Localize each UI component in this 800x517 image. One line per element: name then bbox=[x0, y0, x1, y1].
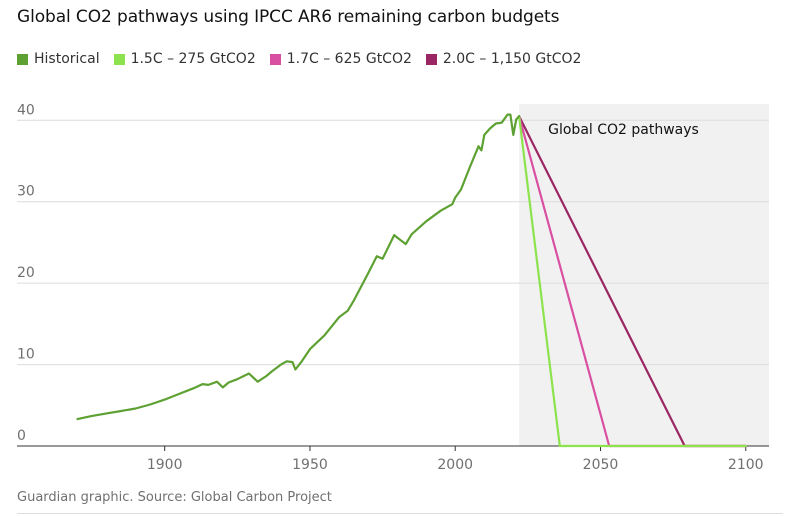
y-tick-label: 10 bbox=[17, 347, 35, 363]
y-tick-label: 20 bbox=[17, 265, 35, 281]
legend-label-1-5c: 1.5C – 275 GtCO2 bbox=[130, 51, 256, 67]
source-note: Guardian graphic. Source: Global Carbon … bbox=[17, 490, 332, 505]
legend-swatch-1-7c bbox=[269, 53, 281, 65]
chart-title: Global CO2 pathways using IPCC AR6 remai… bbox=[17, 7, 560, 27]
y-tick-label: 40 bbox=[17, 102, 35, 118]
x-tick-label: 2100 bbox=[728, 457, 764, 473]
x-tick-label: 2050 bbox=[583, 457, 619, 473]
legend-label-historical: Historical bbox=[34, 51, 100, 67]
x-tick-label: 1900 bbox=[147, 457, 183, 473]
x-tick-label: 1950 bbox=[292, 457, 328, 473]
historical-line bbox=[76, 113, 521, 421]
legend-swatch-2-0c bbox=[425, 53, 437, 65]
legend-item-1-5c: 1.5C – 275 GtCO2 bbox=[113, 51, 256, 67]
projection-region-label: Global CO2 pathways bbox=[548, 122, 699, 138]
chart-legend: Historical 1.5C – 275 GtCO2 1.7C – 625 G… bbox=[17, 49, 595, 69]
y-tick-label: 30 bbox=[17, 184, 35, 200]
legend-item-2-0c: 2.0C – 1,150 GtCO2 bbox=[425, 51, 582, 67]
legend-label-2-0c: 2.0C – 1,150 GtCO2 bbox=[442, 51, 582, 67]
legend-label-1-7c: 1.7C – 625 GtCO2 bbox=[286, 51, 412, 67]
pathway-1-5c-line bbox=[517, 115, 747, 448]
legend-item-1-7c: 1.7C – 625 GtCO2 bbox=[269, 51, 412, 67]
y-tick-label: 0 bbox=[17, 428, 26, 444]
x-tick-label: 2000 bbox=[437, 457, 473, 473]
footer-divider bbox=[17, 513, 783, 514]
legend-swatch-historical bbox=[17, 53, 28, 65]
legend-item-historical: Historical bbox=[17, 51, 100, 67]
projection-shaded-region bbox=[519, 104, 769, 446]
legend-swatch-1-5c bbox=[113, 53, 125, 65]
